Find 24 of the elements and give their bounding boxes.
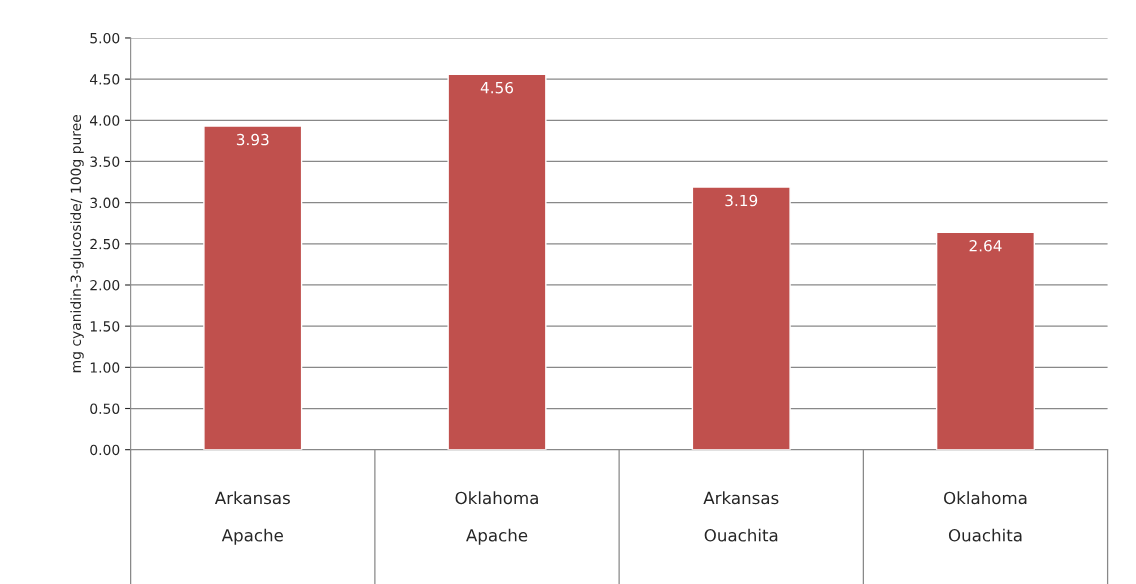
y-tick-label: 1.00	[90, 362, 120, 373]
data-label: 3.19	[725, 194, 758, 207]
category-label: Oklahoma Ouachita	[944, 491, 1027, 542]
data-label: 3.93	[236, 133, 269, 146]
y-tick-label: 4.00	[89, 115, 120, 126]
y-axis-title: mg cyanidin-3-glucoside/ 100g puree	[70, 114, 84, 373]
bar	[691, 186, 791, 450]
y-tick-label: 3.00	[90, 197, 120, 209]
data-label: 2.64	[969, 240, 1002, 252]
category-label: Oklahoma Apache	[455, 491, 538, 545]
category-label: Arkansas Apache	[214, 491, 290, 545]
y-tick-label: 0.50	[90, 403, 120, 414]
y-tick-label: 2.50	[90, 238, 120, 250]
category-label: Arkansas Ouachita	[703, 491, 779, 542]
y-tick-label: 3.50	[90, 156, 120, 167]
bar	[447, 73, 547, 450]
y-tick-label: 2.00	[90, 279, 120, 291]
y-tick-label: 4.50	[89, 74, 120, 85]
y-tick-label: 0.00	[90, 444, 120, 456]
y-tick-label: 5.00	[90, 32, 120, 44]
bar	[935, 231, 1036, 450]
y-tick-label: 1.50	[90, 321, 120, 332]
bar	[203, 125, 303, 450]
data-label: 4.56	[480, 81, 514, 94]
